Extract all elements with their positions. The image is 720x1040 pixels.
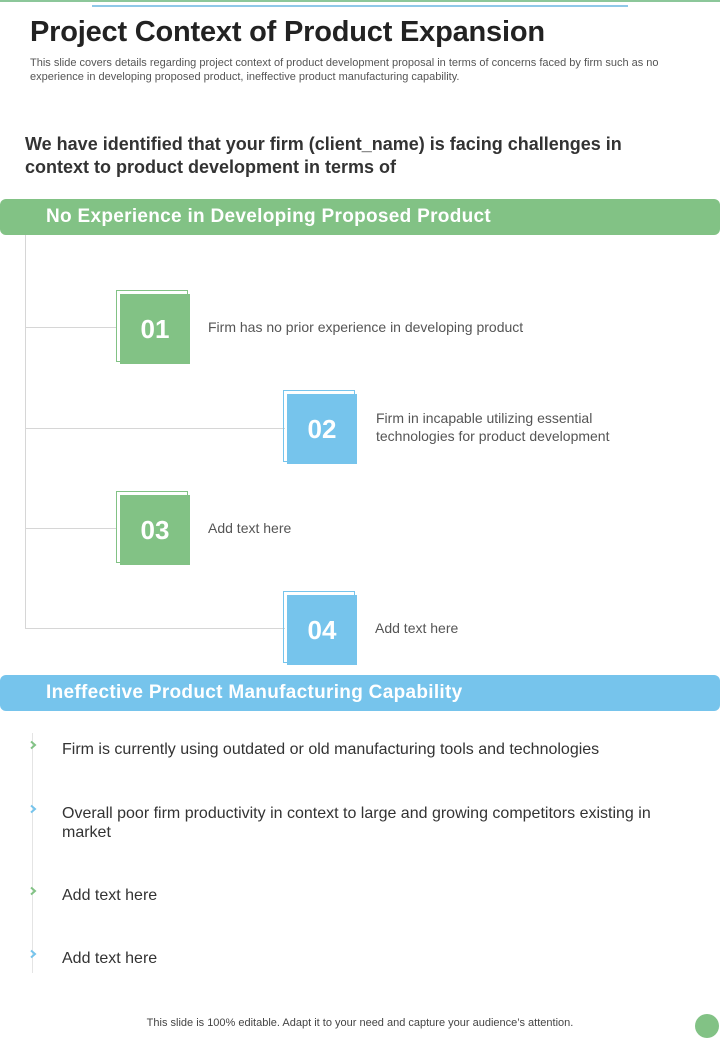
footer-dot-decoration (695, 1014, 719, 1038)
page-title: Project Context of Product Expansion (30, 16, 545, 48)
bullet-guide-line (32, 733, 33, 973)
step-02-number: 02 (287, 394, 357, 464)
step-04-box: 04 (283, 591, 357, 665)
step-02-text: Firm in incapable utilizing essential te… (376, 410, 610, 444)
tree-branch-01 (25, 327, 117, 328)
top-accent-line-blue (92, 5, 628, 7)
footer-note: This slide is 100% editable. Adapt it to… (146, 1017, 574, 1029)
page-subtitle: This slide covers details regarding proj… (30, 57, 659, 83)
bullet-01-text: Firm is currently using outdated or old … (62, 741, 600, 758)
bullet-03-text: Add text here (62, 887, 158, 904)
chevron-right-icon (30, 740, 37, 750)
step-01-number: 01 (120, 294, 190, 364)
step-04-number: 04 (287, 595, 357, 665)
tree-vertical-connector (25, 235, 26, 629)
step-03-number: 03 (120, 495, 190, 565)
step-01-box: 01 (116, 290, 190, 364)
bullet-02-text: Overall poor firm productivity in contex… (62, 805, 651, 841)
section2-heading-band: Ineffective Product Manufacturing Capabi… (0, 675, 720, 711)
tree-branch-04 (25, 628, 285, 629)
bullet-04-text: Add text here (62, 950, 158, 967)
section1-heading-band: No Experience in Developing Proposed Pro… (0, 199, 720, 235)
tree-branch-02 (25, 428, 285, 429)
top-accent-line-green (0, 0, 720, 2)
chevron-right-icon (30, 949, 37, 959)
chevron-right-icon (30, 804, 37, 814)
step-04-text: Add text here (375, 620, 459, 636)
intro-statement: We have identified that your firm (clien… (25, 134, 622, 177)
step-01-text: Firm has no prior experience in developi… (208, 319, 524, 335)
step-02-box: 02 (283, 390, 357, 464)
chevron-right-icon (30, 886, 37, 896)
step-03-text: Add text here (208, 520, 292, 536)
step-03-box: 03 (116, 491, 190, 565)
tree-branch-03 (25, 528, 117, 529)
